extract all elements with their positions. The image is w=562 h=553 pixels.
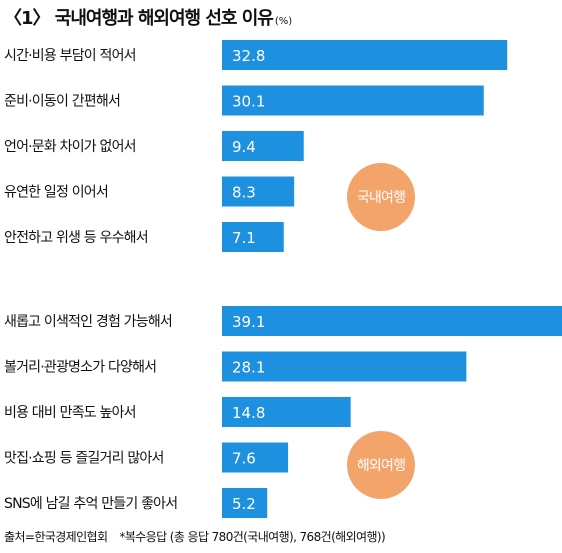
- source-text: 출처=한국경제인협회: [4, 530, 108, 544]
- bar: [222, 351, 467, 382]
- bar-value-label: 9.4: [232, 138, 256, 156]
- chart-footer: 출처=한국경제인협회 *복수응답 (총 응답 780건(국내여행), 768건(해…: [4, 528, 386, 545]
- bar: [222, 397, 351, 427]
- group-badge-label: 해외여행: [357, 458, 405, 474]
- bar: [222, 488, 268, 518]
- category-label: 시간·비용 부담이 적어서: [4, 48, 136, 64]
- bar-value-label: 28.1: [232, 359, 265, 377]
- chart-title: 〈1〉 국내여행과 해외여행 선호 이유 (%): [4, 4, 292, 30]
- group-badge: [347, 163, 415, 231]
- category-label: 맛집·쇼핑 등 즐길거리 많아서: [4, 451, 164, 467]
- bar-value-label: 5.2: [232, 495, 256, 513]
- footnote-text: *복수응답 (총 응답 780건(국내여행), 768건(해외여행)): [119, 530, 386, 544]
- bar: [222, 176, 295, 207]
- category-label: 유연한 일정 이어서: [4, 185, 108, 201]
- category-label: 새롭고 이색적인 경험 가능해서: [4, 314, 172, 330]
- bar-value-label: 39.1: [232, 313, 265, 331]
- bar: [222, 40, 508, 70]
- bar-value-label: 8.3: [232, 184, 256, 202]
- category-label: SNS에 남길 추억 만들기 좋아서: [4, 496, 177, 512]
- bar-value-label: 30.1: [232, 93, 265, 111]
- bar: [222, 442, 289, 473]
- bar-value-label: 7.1: [232, 229, 256, 247]
- category-label: 볼거리·관광명소가 다양해서: [4, 360, 156, 376]
- bar: [222, 222, 284, 252]
- category-label: 비용 대비 만족도 높아서: [4, 405, 136, 421]
- group-badge-label: 국내여행: [357, 190, 405, 206]
- bar: [222, 85, 484, 116]
- bar: [222, 131, 304, 161]
- bar-value-label: 7.6: [232, 450, 256, 468]
- group-badge: [347, 431, 415, 499]
- category-label: 언어·문화 차이가 없어서: [4, 139, 136, 155]
- category-label: 안전하고 위생 등 우수해서: [4, 230, 148, 246]
- bar-value-label: 32.8: [232, 47, 265, 65]
- bar: [222, 306, 562, 336]
- unit-label: (%): [274, 16, 293, 27]
- category-label: 준비·이동이 간편해서: [4, 94, 120, 110]
- title-text: 〈1〉 국내여행과 해외여행 선호 이유: [4, 8, 274, 29]
- bar-value-label: 14.8: [232, 404, 265, 422]
